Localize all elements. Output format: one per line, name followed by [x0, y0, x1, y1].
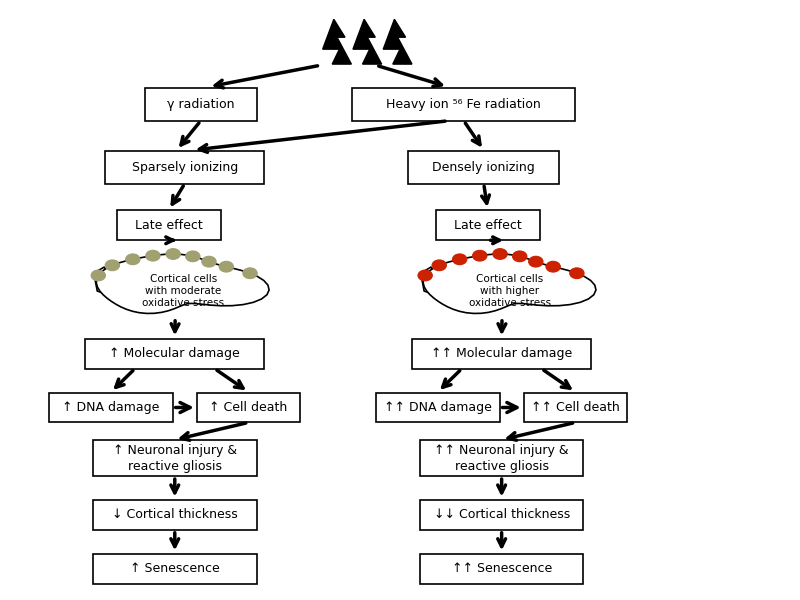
- Text: ↓ Cortical thickness: ↓ Cortical thickness: [112, 509, 238, 521]
- Circle shape: [432, 260, 446, 271]
- FancyBboxPatch shape: [93, 500, 257, 530]
- Circle shape: [546, 262, 560, 272]
- Polygon shape: [96, 254, 269, 313]
- FancyBboxPatch shape: [420, 554, 583, 584]
- Text: ↑↑ DNA damage: ↑↑ DNA damage: [384, 401, 492, 414]
- FancyBboxPatch shape: [408, 151, 559, 184]
- FancyBboxPatch shape: [50, 392, 173, 422]
- Text: Cortical cells
with higher
oxidative stress: Cortical cells with higher oxidative str…: [469, 274, 551, 308]
- Circle shape: [473, 250, 487, 261]
- FancyBboxPatch shape: [420, 440, 583, 476]
- Circle shape: [219, 262, 234, 272]
- FancyBboxPatch shape: [105, 151, 265, 184]
- Polygon shape: [322, 19, 351, 64]
- Circle shape: [202, 256, 216, 267]
- FancyBboxPatch shape: [93, 554, 257, 584]
- Text: γ radiation: γ radiation: [167, 98, 234, 111]
- Polygon shape: [423, 254, 596, 313]
- Circle shape: [529, 256, 543, 267]
- Circle shape: [243, 268, 257, 278]
- Text: ↑ DNA damage: ↑ DNA damage: [62, 401, 160, 414]
- Text: Sparsely ionizing: Sparsely ionizing: [132, 161, 238, 173]
- Polygon shape: [353, 19, 382, 64]
- Text: ↑↑ Senescence: ↑↑ Senescence: [451, 562, 552, 575]
- Text: ↑ Molecular damage: ↑ Molecular damage: [110, 347, 240, 360]
- FancyBboxPatch shape: [436, 211, 539, 240]
- Circle shape: [105, 260, 119, 271]
- Text: ↑ Neuronal injury &
reactive gliosis: ↑ Neuronal injury & reactive gliosis: [113, 444, 237, 473]
- FancyBboxPatch shape: [352, 88, 575, 121]
- FancyBboxPatch shape: [523, 392, 627, 422]
- Circle shape: [146, 250, 160, 261]
- FancyBboxPatch shape: [420, 500, 583, 530]
- FancyBboxPatch shape: [197, 392, 300, 422]
- Text: ↑ Cell death: ↑ Cell death: [210, 401, 288, 414]
- Text: Cortical cells
with moderate
oxidative stress: Cortical cells with moderate oxidative s…: [142, 274, 224, 308]
- Text: Densely ionizing: Densely ionizing: [432, 161, 535, 173]
- Text: ↑↑ Molecular damage: ↑↑ Molecular damage: [431, 347, 572, 360]
- Text: Heavy ion ⁵⁶ Fe radiation: Heavy ion ⁵⁶ Fe radiation: [386, 98, 541, 111]
- Polygon shape: [94, 267, 118, 297]
- FancyBboxPatch shape: [412, 339, 591, 368]
- Circle shape: [91, 270, 106, 281]
- FancyBboxPatch shape: [117, 211, 221, 240]
- FancyBboxPatch shape: [85, 339, 265, 368]
- Circle shape: [418, 270, 432, 281]
- Text: Late effect: Late effect: [454, 219, 522, 232]
- FancyBboxPatch shape: [376, 392, 500, 422]
- FancyBboxPatch shape: [93, 440, 257, 476]
- Circle shape: [126, 254, 140, 265]
- Text: ↑↑ Cell death: ↑↑ Cell death: [531, 401, 620, 414]
- Circle shape: [186, 251, 200, 262]
- Circle shape: [166, 248, 180, 259]
- Circle shape: [513, 251, 527, 262]
- Circle shape: [493, 248, 507, 259]
- FancyBboxPatch shape: [145, 88, 257, 121]
- Text: ↑ Senescence: ↑ Senescence: [130, 562, 220, 575]
- Polygon shape: [421, 267, 445, 297]
- Circle shape: [570, 268, 584, 278]
- Text: ↓↓ Cortical thickness: ↓↓ Cortical thickness: [434, 509, 570, 521]
- Circle shape: [453, 254, 467, 265]
- Text: Late effect: Late effect: [135, 219, 202, 232]
- Text: ↑↑ Neuronal injury &
reactive gliosis: ↑↑ Neuronal injury & reactive gliosis: [434, 444, 569, 473]
- Polygon shape: [383, 19, 412, 64]
